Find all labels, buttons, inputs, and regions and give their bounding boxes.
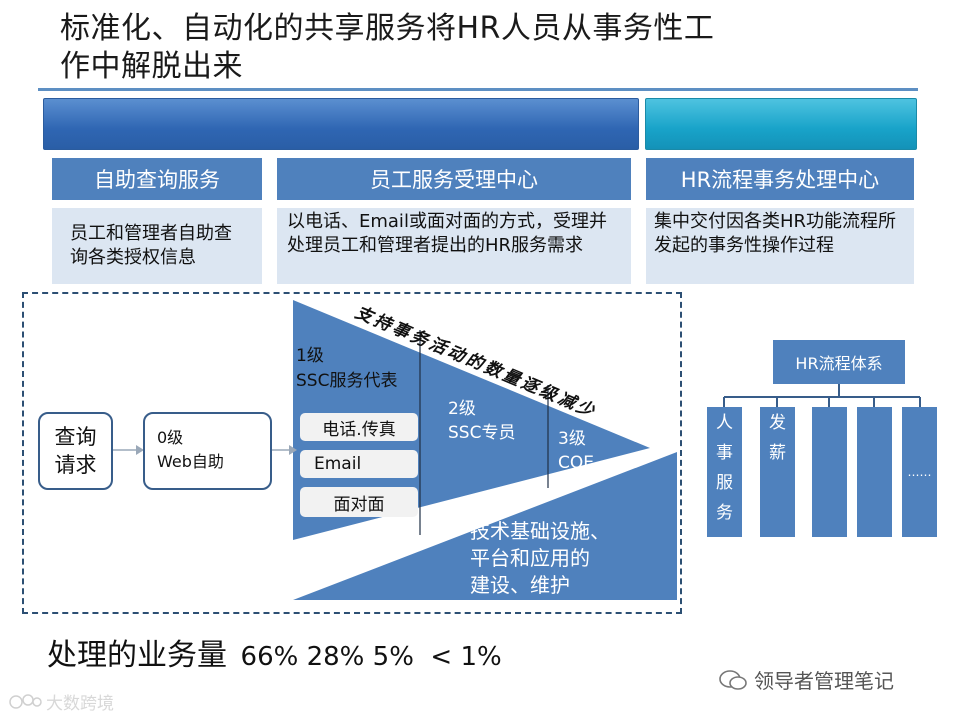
hr-col2-char-2: 发 xyxy=(769,413,786,433)
hr-col2-char-3: 薪 xyxy=(769,443,786,463)
desc-self-service: 员工和管理者自助查询各类授权信息 xyxy=(52,208,262,284)
channel-face-to-face: 面对面 xyxy=(300,487,418,517)
hr-col1-char-3: 服 xyxy=(716,473,733,493)
hr-col1-char-2: 事 xyxy=(716,443,733,463)
watermark-right-text: 领导者管理笔记 xyxy=(754,669,894,693)
infrastructure-label: 技术基础设施、 平台和应用的 建设、维护 xyxy=(470,518,610,599)
volume-label: 处理的业务量 xyxy=(47,638,227,673)
hr-col1-text: 人 事 服 务 xyxy=(707,407,742,528)
hr-col2-text: 发 薪 xyxy=(760,407,795,468)
level0-box: 0级 Web自助 xyxy=(143,412,272,490)
arrow-head-2 xyxy=(289,445,297,455)
page-title: 标准化、自动化的共享服务将HR人员从事务性工 作中解脱出来 xyxy=(60,10,714,86)
volume-values: 66% 28% 5% < 1% xyxy=(240,642,502,672)
hr-col5-ellipsis: …… xyxy=(907,465,932,479)
watermark-left-text: 大数跨境 xyxy=(46,694,114,714)
level0-title: 0级 xyxy=(157,428,184,447)
header-self-service: 自助查询服务 xyxy=(52,158,262,200)
hr-system-col-1: 人 事 服 务 xyxy=(707,407,742,537)
level1-subtitle: SSC服务代表 xyxy=(296,371,398,391)
infra-line-2: 平台和应用的 xyxy=(470,546,590,570)
level3-label: 3级 COE xyxy=(558,427,594,475)
brand-logo-icon xyxy=(9,693,42,709)
lower-triangle xyxy=(293,452,677,600)
level1-title: 1级 xyxy=(296,346,324,366)
infra-line-3: 建设、维护 xyxy=(470,573,570,597)
hr-system-root: HR流程体系 xyxy=(773,340,905,384)
level3-subtitle: COE xyxy=(558,453,594,473)
title-line-1: 标准化、自动化的共享服务将HR人员从事务性工 xyxy=(60,11,715,46)
header-hr-process: HR流程事务处理中心 xyxy=(646,158,914,200)
desc-hr-process: 集中交付因各类HR功能流程所发起的事务性操作过程 xyxy=(646,208,914,284)
level0-subtitle: Web自助 xyxy=(157,452,224,471)
hr-col1-char-1: 人 xyxy=(716,413,733,433)
watermark-left: 大数跨境 xyxy=(8,689,114,714)
service-flow-container xyxy=(22,292,682,614)
watermark-right: 领导者管理笔记 xyxy=(718,665,894,694)
query-request-box: 查询请求 xyxy=(38,412,113,490)
level3-title: 3级 xyxy=(558,429,586,449)
hr-col1-char-4: 务 xyxy=(716,503,733,523)
hr-system-col-5: …… xyxy=(902,407,937,537)
title-line-2: 作中解脱出来 xyxy=(60,49,243,84)
wechat-icon xyxy=(719,669,747,690)
hr-system-col-2: 发 薪 xyxy=(760,407,795,537)
channel-phone-fax: 电话.传真 xyxy=(300,413,418,441)
level2-label: 2级 SSC专员 xyxy=(448,397,515,445)
desc-service-center: 以电话、Email或面对面的方式，受理并处理员工和管理者提出的HR服务需求 xyxy=(277,208,631,284)
channel-email: Email xyxy=(300,450,418,478)
hr-system-col-4 xyxy=(857,407,892,537)
header-service-center: 员工服务受理中心 xyxy=(277,158,631,200)
infra-line-1: 技术基础设施、 xyxy=(470,519,610,543)
level2-title: 2级 xyxy=(448,399,476,419)
volume-line: 处理的业务量 66% 28% 5% < 1% xyxy=(47,630,502,674)
arrow-head-1 xyxy=(136,445,144,455)
title-underline xyxy=(38,88,918,91)
level1-label: 1级 SSC服务代表 xyxy=(296,344,397,394)
level2-subtitle: SSC专员 xyxy=(448,423,516,443)
upper-triangle xyxy=(293,300,650,540)
cyan-banner xyxy=(645,98,917,150)
blue-banner xyxy=(43,98,639,150)
hr-system-col-3 xyxy=(812,407,847,537)
